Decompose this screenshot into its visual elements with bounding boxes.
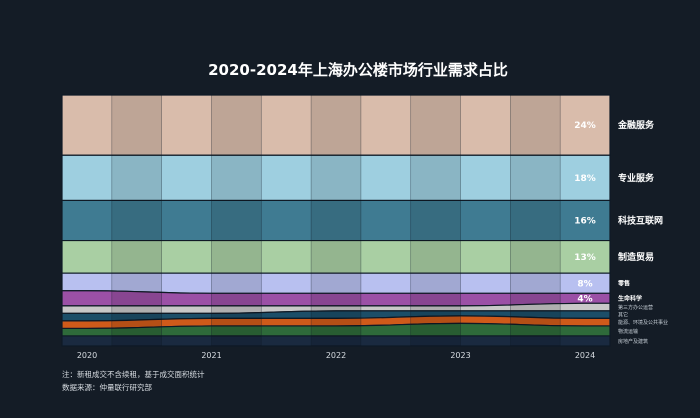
- x-tick-2022: 2022: [326, 351, 346, 360]
- series-label-1: 专业服务: [618, 172, 655, 184]
- note-text: 注：新租成交不含续租，基于成交面积统计: [62, 369, 205, 379]
- percent-labels: 24% 18% 16% 13% 8% 4%: [574, 121, 596, 304]
- x-tick-2023: 2023: [450, 351, 470, 360]
- series-label-7: 其它: [618, 312, 628, 319]
- percent-label-4: 8%: [577, 279, 592, 289]
- percent-label-3: 13%: [574, 253, 596, 263]
- x-tick-2024: 2024: [575, 351, 595, 360]
- percent-label-5: 4%: [577, 294, 592, 304]
- year-dividers: [111, 95, 561, 346]
- percent-label-0: 24%: [574, 121, 596, 131]
- column-shade: [311, 95, 361, 346]
- x-axis: 2020 2021 2022 2023 2024: [77, 351, 595, 360]
- band-10: [61, 335, 611, 347]
- column-shade: [410, 95, 461, 346]
- series-label-5: 生命科学: [618, 294, 642, 302]
- series-label-9: 物流运输: [618, 328, 638, 335]
- x-tick-2021: 2021: [201, 351, 221, 360]
- chart-title: 2020-2024年上海办公楼市场行业需求占比: [208, 61, 508, 79]
- series-label-4: 零售: [617, 279, 630, 287]
- series-label-3: 制造贸易: [618, 251, 654, 263]
- series-label-0: 金融服务: [617, 119, 655, 131]
- series-label-8: 能源、环境及公共事业: [618, 319, 668, 326]
- x-tick-2020: 2020: [77, 351, 97, 360]
- column-shade: [510, 95, 561, 346]
- series-label-10: 房地产及建筑: [618, 338, 648, 345]
- stream-bands: [61, 94, 611, 347]
- percent-label-2: 16%: [574, 217, 596, 227]
- column-shade: [111, 95, 162, 346]
- percent-label-1: 18%: [574, 174, 596, 184]
- category-labels: 金融服务专业服务科技互联网制造贸易零售生命科学第三方办公运营其它能源、环境及公共…: [617, 119, 668, 345]
- source-text: 数据来源：仲量联行研究部: [62, 382, 152, 392]
- column-shade: [211, 95, 262, 346]
- series-label-6: 第三方办公运营: [618, 304, 653, 311]
- series-label-2: 科技互联网: [618, 215, 663, 227]
